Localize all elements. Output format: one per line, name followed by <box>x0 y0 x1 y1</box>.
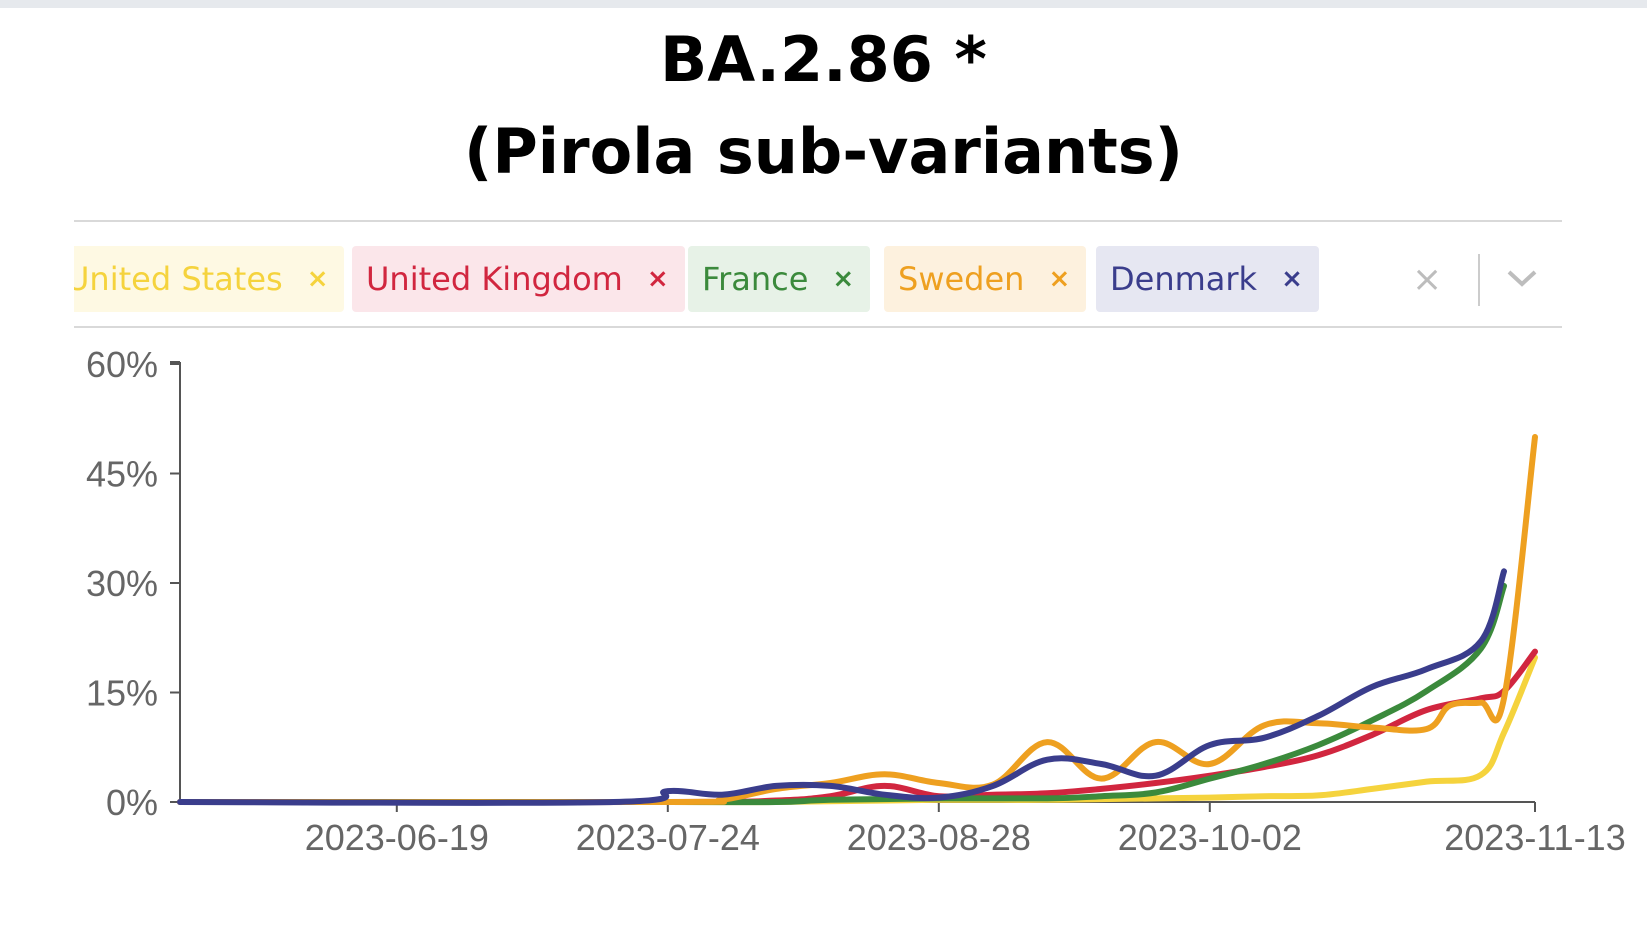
filter-chip-sweden[interactable]: Sweden × <box>884 246 1087 312</box>
filter-top-border <box>74 220 1562 222</box>
x-tick-label: 2023-11-13 <box>1444 817 1625 858</box>
x-tick-label: 2023-10-02 <box>1118 817 1302 858</box>
chart-subtitle: (Pirola sub-variants) <box>464 115 1183 188</box>
filter-chip-france[interactable]: France × <box>688 246 871 312</box>
chip-label: United Kingdom <box>366 260 623 298</box>
y-tick-label: 45% <box>86 454 158 495</box>
remove-sweden-icon[interactable]: × <box>1048 264 1071 294</box>
x-tick-label: 2023-07-24 <box>576 817 760 858</box>
filter-chip-united-states[interactable]: United States × <box>74 246 345 312</box>
line-chart: 0% 15% 30% 45% 60% 2023-06-19 2023-07-24 2023-0… <box>86 344 1626 858</box>
x-tick-label: 2023-08-28 <box>847 817 1031 858</box>
country-filter-bar[interactable]: United States × United Kingdom × France … <box>74 232 1562 326</box>
filter-chip-united-kingdom[interactable]: United Kingdom × <box>352 246 685 312</box>
remove-denmark-icon[interactable]: × <box>1281 264 1303 294</box>
y-tick-label: 0% <box>106 782 158 823</box>
series-line-france <box>177 582 1507 806</box>
chip-label: Denmark <box>1110 260 1258 298</box>
control-separator <box>1478 254 1480 306</box>
series-line-sweden <box>177 434 1538 806</box>
chip-label: Sweden <box>898 260 1025 298</box>
y-tick-label: 60% <box>86 344 158 385</box>
chart-title: BA.2.86 * <box>660 23 987 96</box>
series-line-denmark <box>177 568 1507 806</box>
remove-united-kingdom-icon[interactable]: × <box>646 264 669 294</box>
chevron-down-icon[interactable] <box>1506 266 1538 290</box>
filter-bottom-border <box>74 326 1562 328</box>
chip-label: United States <box>74 260 283 298</box>
chip-label: France <box>702 260 809 298</box>
y-tick-label: 30% <box>86 563 158 604</box>
remove-france-icon[interactable]: × <box>832 264 855 294</box>
remove-united-states-icon[interactable]: × <box>306 264 329 294</box>
clear-all-icon[interactable]: × <box>1412 259 1443 300</box>
y-tick-label: 15% <box>86 673 158 714</box>
filter-chip-denmark[interactable]: Denmark × <box>1096 246 1319 312</box>
top-divider <box>0 0 1647 8</box>
x-tick-label: 2023-06-19 <box>305 817 489 858</box>
